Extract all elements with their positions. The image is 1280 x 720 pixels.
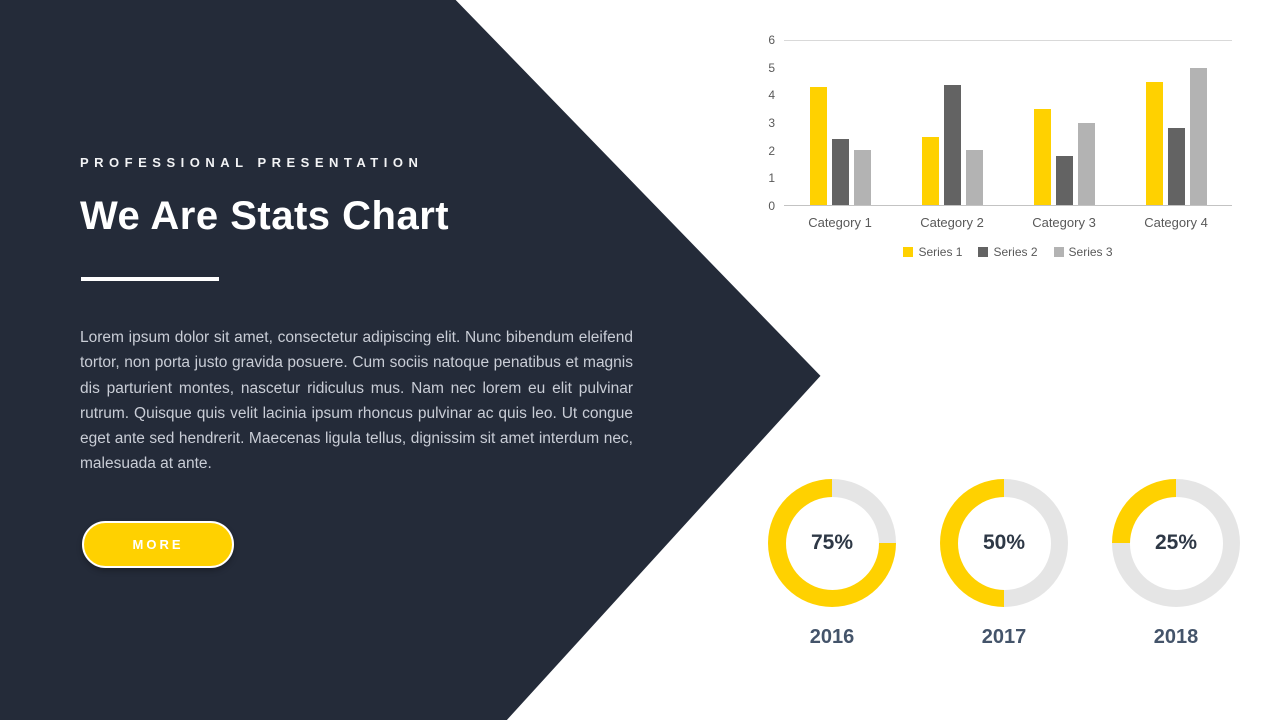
page-title: We Are Stats Chart [80,194,450,238]
legend-swatch-series-3 [1053,247,1064,257]
bar-series-2-category-2 [943,84,961,205]
donut-hole-2016: 75% [785,496,879,590]
legend-swatch-series-2 [978,247,989,257]
y-axis-tick-0: 0 [768,199,775,213]
donut-year-2018: 2018 [1153,626,1199,648]
bar-series-3-category-1 [853,150,871,205]
bar-chart-plot [784,40,1232,206]
bar-series-1-category-4 [1145,82,1163,205]
bar-group-category-4 [1120,41,1232,205]
category-label-category-2: Category 2 [920,215,984,230]
y-axis-tick-3: 3 [768,116,775,130]
legend-item-series-3: Series 3 [1053,245,1113,259]
donut-year-2017: 2017 [981,626,1027,648]
donut-block-2017: 50% 2017 [918,479,1090,649]
legend-item-series-1: Series 1 [903,245,962,259]
bar-series-1-category-1 [809,87,827,205]
bar-series-2-category-3 [1055,155,1073,205]
donut-ring-2018: 25% [1112,479,1240,607]
body-paragraph: Lorem ipsum dolor sit amet, consectetur … [80,329,633,473]
bar-group-category-2 [896,41,1008,205]
bar-series-2-category-4 [1167,128,1185,205]
bar-series-1-category-3 [1033,109,1051,205]
category-label-category-4: Category 4 [1144,215,1208,230]
donut-percent-2017: 50% [982,531,1026,554]
category-label-category-3: Category 3 [1032,215,1096,230]
donut-ring-2017: 50% [940,479,1068,607]
bar-chart-grid: 0 1 2 3 4 5 6 [758,33,1232,213]
kicker-text: PROFESSIONAL PRESENTATION [80,155,424,170]
donut-percent-2016: 75% [810,531,854,554]
bar-series-3-category-2 [965,150,983,205]
bar-group-category-1 [784,41,896,205]
donut-hole-2018: 25% [1129,496,1223,590]
bar-series-3-category-3 [1077,123,1095,205]
legend-swatch-series-1 [903,247,914,257]
bar-group-category-3 [1008,41,1120,205]
y-axis-tick-4: 4 [768,88,775,103]
legend-label-series-3: Series 3 [1068,245,1113,259]
bar-chart-categories: Category 1 Category 2 Category 3 Category 4 [784,215,1232,230]
y-axis-tick-1: 1 [768,171,775,186]
legend-label-series-2: Series 2 [993,245,1038,259]
bar-series-3-category-4 [1189,68,1207,205]
more-button[interactable]: MORE [82,521,234,568]
bar-chart-yaxis: 0 1 2 3 4 5 6 [758,33,784,213]
donut-year-2016: 2016 [809,626,855,648]
category-label-category-1: Category 1 [808,215,872,230]
donut-percent-2018: 25% [1154,531,1198,554]
y-axis-tick-5: 5 [768,60,775,75]
bar-series-2-category-1 [831,139,849,205]
donut-block-2016: 75% 2016 [746,479,918,649]
title-underline [81,277,219,281]
bar-series-1-category-2 [921,136,939,205]
y-axis-tick-6: 6 [768,33,775,47]
donut-ring-2016: 75% [768,479,896,607]
bar-chart-legend: Series 1 Series 2 Series 3 [784,245,1232,259]
donut-charts: 75% 2016 50% 2017 25% 2018 [746,479,1262,649]
legend-label-series-1: Series 1 [918,245,963,259]
y-axis-tick-2: 2 [768,143,775,158]
donut-block-2018: 25% 2018 [1090,479,1262,649]
legend-item-series-2: Series 2 [978,245,1038,259]
donut-hole-2017: 50% [957,496,1051,590]
